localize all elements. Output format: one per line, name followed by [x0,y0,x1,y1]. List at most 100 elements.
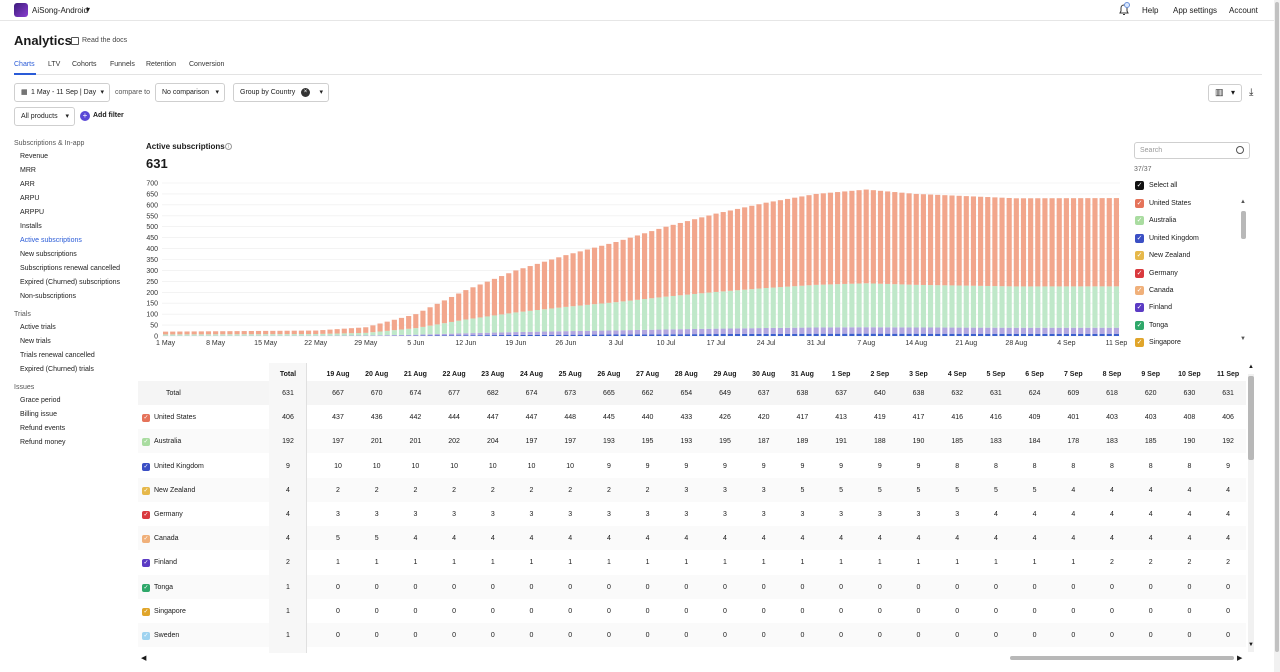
scroll-up-icon[interactable]: ▲ [1248,364,1254,370]
tab-retention[interactable]: Retention [146,61,176,68]
sidebar-item-refund-money[interactable]: Refund money [20,439,66,446]
column-header[interactable]: 26 Aug [597,371,621,378]
sidebar-item-trials-renewal-cancelled[interactable]: Trials renewal cancelled [20,352,95,359]
sidebar-item-mrr[interactable]: MRR [20,167,36,174]
add-filter-icon[interactable]: + [80,111,90,121]
table-cell: 4 [645,535,650,543]
column-header[interactable]: 22 Aug [442,371,466,378]
scroll-down-icon[interactable]: ▼ [1248,642,1254,648]
sidebar-item-revenue[interactable]: Revenue [20,153,49,160]
column-header[interactable]: 11 Sep [1217,371,1240,378]
column-header[interactable]: 19 Aug [326,371,350,378]
sidebar-item-active-subscriptions[interactable]: Active subscriptions [20,237,82,244]
column-header[interactable]: 31 Aug [790,371,814,378]
column-header[interactable]: 1 Sep [831,371,851,378]
row-checkbox[interactable]: ✓ [142,511,150,519]
bar-segment [999,327,1005,334]
row-checkbox[interactable]: ✓ [142,462,150,471]
chevron-down-icon[interactable]: ▾ [86,5,91,14]
sidebar-item-active-trials[interactable]: Active trials [20,324,56,331]
column-header[interactable]: 10 Sep [1178,371,1201,378]
column-header[interactable]: 7 Sep [1063,371,1083,378]
sidebar-item-expired-subscriptions[interactable]: Expired (Churned) subscriptions [20,279,120,286]
row-checkbox[interactable]: ✓ [142,632,150,640]
row-checkbox[interactable]: ✓ [142,559,150,568]
row-checkbox[interactable]: ✓ [142,583,150,592]
clear-group-icon[interactable]: × [301,88,310,97]
column-header[interactable]: 25 Aug [558,371,582,378]
info-icon[interactable]: i [225,143,232,150]
column-header[interactable]: 23 Aug [481,371,505,378]
chart-type-button[interactable]: ▥ ▾ [1208,84,1242,102]
sidebar-item-billing-issue[interactable]: Billing issue [20,411,57,418]
table-vertical-scrollbar[interactable] [1248,374,1254,652]
page-scrollbar[interactable] [1274,0,1280,672]
scroll-down-icon[interactable]: ▼ [1240,336,1246,342]
tab-funnels[interactable]: Funnels [110,61,135,68]
sidebar-item-refund-events[interactable]: Refund events [20,425,66,432]
column-header[interactable]: 20 Aug [365,371,389,378]
external-link-icon[interactable] [71,37,79,45]
column-header[interactable]: 8 Sep [1102,371,1122,378]
bar-segment [849,283,855,328]
row-checkbox[interactable]: ✓ [142,438,150,447]
sidebar-item-subscriptions-renewal-cancelled[interactable]: Subscriptions renewal cancelled [20,265,120,272]
column-header[interactable]: 30 Aug [752,371,776,378]
column-header[interactable]: 2 Sep [870,371,890,378]
table-cell: 670 [370,390,383,397]
row-checkbox[interactable]: ✓ [142,607,150,616]
comparison-select[interactable]: No comparison ▾ [155,83,225,102]
column-header[interactable]: 21 Aug [403,371,427,378]
date-range-picker[interactable]: ▦ 1 May - 11 Sep | Day ▾ [14,83,110,102]
scroll-left-icon[interactable]: ◀ [141,655,147,662]
tab-charts[interactable]: Charts [14,61,35,68]
sidebar-item-installs[interactable]: Installs [20,223,42,230]
docs-link[interactable]: Read the docs [82,37,128,44]
country-search-input[interactable]: Search [1134,142,1250,159]
column-header[interactable]: 29 Aug [713,371,737,378]
sidebar-item-grace-period[interactable]: Grace period [20,397,61,404]
table-cell: 4 [1148,486,1153,494]
y-tick-label: 150 [146,301,158,308]
table-horizontal-scrollbar[interactable] [138,654,1246,662]
table-cell: 1 [452,559,457,567]
bar-segment [813,333,819,336]
tab-ltv[interactable]: LTV [48,61,61,68]
column-header[interactable]: 4 Sep [947,371,967,378]
column-header[interactable]: 27 Aug [636,371,660,378]
scroll-right-icon[interactable]: ▶ [1237,655,1243,662]
sidebar-item-expired-trials[interactable]: Expired (Churned) trials [20,366,94,373]
table-cell: 185 [1144,438,1157,446]
app-switcher[interactable]: AiSong-Android [32,6,89,15]
app-logo[interactable] [14,3,28,17]
download-icon[interactable]: ⤓ [1249,87,1254,98]
account-link[interactable]: Account [1229,6,1258,15]
sidebar-item-non-subscriptions[interactable]: Non-subscriptions [20,293,77,300]
row-checkbox[interactable]: ✓ [142,535,150,544]
table-cell: 9 [839,462,844,470]
column-header[interactable]: 24 Aug [519,371,544,378]
column-header[interactable]: 28 Aug [674,371,698,378]
row-checkbox[interactable]: ✓ [142,486,150,495]
column-header[interactable]: 3 Sep [909,371,928,378]
column-header[interactable]: 9 Sep [1141,371,1161,378]
sidebar-item-arr[interactable]: ARR [20,181,35,188]
scroll-up-icon[interactable]: ▲ [1240,199,1246,205]
help-link[interactable]: Help [1142,6,1159,15]
legend-scrollbar[interactable] [1241,211,1246,239]
tab-conversion[interactable]: Conversion [189,61,225,68]
sidebar-item-arppu[interactable]: ARPPU [20,209,45,216]
app-settings-link[interactable]: App settings [1173,6,1218,15]
sidebar-item-new-trials[interactable]: New trials [20,338,51,345]
column-header[interactable]: 6 Sep [1025,371,1044,378]
column-header[interactable]: 5 Sep [986,371,1006,378]
sidebar-item-new-subscriptions[interactable]: New subscriptions [20,251,77,258]
bar-segment [1099,333,1105,336]
group-by-select[interactable]: Group by Country ▾ [233,83,329,102]
add-filter-button[interactable]: Add filter [93,112,124,119]
bar-segment [234,334,240,336]
sidebar-item-arpu[interactable]: ARPU [20,195,40,202]
products-select[interactable]: All products ▾ [14,107,75,126]
row-checkbox[interactable]: ✓ [142,414,150,423]
tab-cohorts[interactable]: Cohorts [72,61,97,68]
